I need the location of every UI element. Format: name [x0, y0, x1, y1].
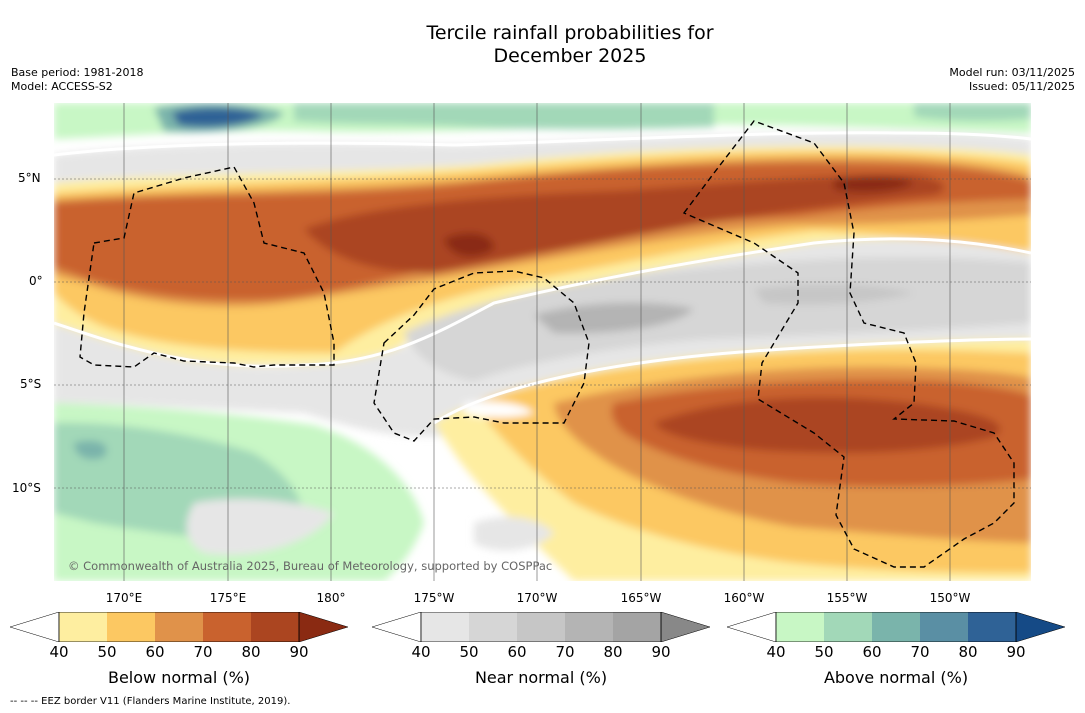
- cb-above-seg: [920, 612, 968, 642]
- base-period: Base period: 1981-2018: [11, 66, 144, 79]
- tick: 70: [555, 643, 575, 661]
- tick: 90: [1006, 643, 1026, 661]
- model-name: Model: ACCESS-S2: [11, 80, 113, 93]
- colorbar-below-normal: [10, 612, 349, 642]
- tick: 70: [910, 643, 930, 661]
- gridlines: [54, 103, 1031, 581]
- near-normal-label: Near normal (%): [474, 668, 608, 687]
- cb-near-seg: [469, 612, 517, 642]
- lon-label: 170°W: [516, 591, 558, 605]
- lat-label: 5°N: [18, 171, 41, 185]
- tick: 40: [49, 643, 69, 661]
- lon-label: 170°E: [105, 591, 143, 605]
- tick: 40: [766, 643, 786, 661]
- cb-above-seg: [872, 612, 920, 642]
- tick: 80: [241, 643, 261, 661]
- cb-near-seg: [517, 612, 565, 642]
- cb-below-seg: [203, 612, 251, 642]
- cb-below-max-arrow: [298, 612, 349, 642]
- tick: 50: [814, 643, 834, 661]
- tick: 60: [145, 643, 165, 661]
- lat-label: 0°: [29, 274, 43, 288]
- cb-near-max-arrow: [660, 612, 711, 642]
- cb-near-seg: [421, 612, 469, 642]
- lon-label: 175°E: [209, 591, 247, 605]
- tick: 90: [289, 643, 309, 661]
- colorbar-near-normal: [372, 612, 711, 642]
- cb-above-max-arrow: [1015, 612, 1066, 642]
- cb-above-seg: [968, 612, 1016, 642]
- lon-label: 165°W: [620, 591, 662, 605]
- eez-footnote: -- -- -- EEZ border V11 (Flanders Marine…: [10, 696, 291, 707]
- eez-borders: [79, 120, 1015, 568]
- title-line1: Tercile rainfall probabilities for: [426, 22, 714, 44]
- cb-above-min-arrow: [727, 612, 777, 642]
- tick: 50: [97, 643, 117, 661]
- lon-label: 150°W: [929, 591, 971, 605]
- tick: 50: [459, 643, 479, 661]
- lat-label: 10°S: [12, 481, 41, 495]
- copyright-credit: © Commonwealth of Australia 2025, Bureau…: [68, 559, 552, 573]
- cb-below-seg: [155, 612, 203, 642]
- cb-above-seg: [824, 612, 872, 642]
- lon-label: 160°W: [723, 591, 765, 605]
- cb-near-min-arrow: [372, 612, 422, 642]
- cb-below-seg: [107, 612, 155, 642]
- model-run: Model run: 03/11/2025: [949, 66, 1075, 79]
- title-line2: December 2025: [493, 45, 647, 67]
- issued-date: Issued: 05/11/2025: [968, 80, 1075, 93]
- lat-label: 5°S: [20, 377, 42, 391]
- below-normal-label: Below normal (%): [107, 668, 251, 687]
- cb-below-seg: [251, 612, 299, 642]
- tick: 60: [862, 643, 882, 661]
- tick: 80: [603, 643, 623, 661]
- tick: 70: [193, 643, 213, 661]
- tick: 40: [411, 643, 431, 661]
- above-normal-label: Above normal (%): [823, 668, 969, 687]
- cb-above-seg: [776, 612, 824, 642]
- cb-below-min-arrow: [10, 612, 60, 642]
- lon-label: 175°W: [413, 591, 455, 605]
- cb-near-seg: [565, 612, 613, 642]
- probability-field: [54, 103, 1031, 581]
- tick: 60: [507, 643, 527, 661]
- rainfall-map: © Commonwealth of Australia 2025, Bureau…: [54, 103, 1031, 581]
- tick: 80: [958, 643, 978, 661]
- cb-below-seg: [59, 612, 107, 642]
- tick: 90: [651, 643, 671, 661]
- lon-label: 180°: [316, 591, 346, 605]
- cb-near-seg: [613, 612, 661, 642]
- colorbar-above-normal: [727, 612, 1066, 642]
- lon-label: 155°W: [826, 591, 868, 605]
